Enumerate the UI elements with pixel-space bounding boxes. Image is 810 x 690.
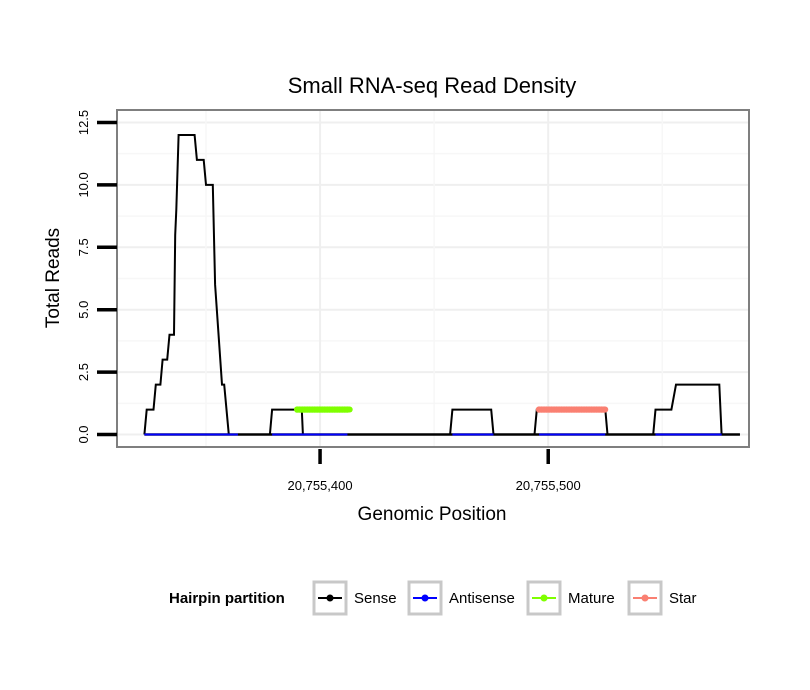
x-tick-label: 20,755,400 <box>288 478 353 493</box>
chart-title: Small RNA-seq Read Density <box>288 73 577 98</box>
legend-entry-antisense: Antisense <box>407 580 515 616</box>
y-tick-label: 12.5 <box>76 110 91 135</box>
y-tick-label: 0.0 <box>76 425 91 443</box>
legend-key-point <box>421 594 429 602</box>
legend-label: Star <box>669 590 697 607</box>
star-point <box>600 406 608 413</box>
legend-entry-sense: Sense <box>312 580 397 616</box>
y-tick-label: 2.5 <box>76 363 91 381</box>
x-axis: 20,755,400 20,755,500 <box>288 449 581 493</box>
legend: Hairpin partition Sense Antisense Mature St… <box>169 580 697 616</box>
x-axis-title: Genomic Position <box>358 504 507 525</box>
y-tick-label: 10.0 <box>76 172 91 197</box>
x-tick-label: 20,755,500 <box>516 478 581 493</box>
legend-key-point <box>540 594 548 602</box>
mature-point <box>344 406 351 413</box>
legend-key-point <box>326 594 334 602</box>
legend-entry-mature: Mature <box>526 580 615 616</box>
legend-title: Hairpin partition <box>169 590 285 607</box>
legend-label: Antisense <box>449 590 515 607</box>
series-marks <box>143 134 740 436</box>
legend-label: Sense <box>354 590 397 607</box>
y-axis-title: Total Reads <box>43 228 64 328</box>
y-axis: 0.0 2.5 5.0 7.5 10.0 12.5 <box>76 110 117 444</box>
legend-key-point <box>641 594 649 602</box>
legend-label: Mature <box>568 590 615 607</box>
y-tick-label: 7.5 <box>76 238 91 256</box>
y-tick-label: 5.0 <box>76 301 91 319</box>
legend-entry-star: Star <box>627 580 697 616</box>
